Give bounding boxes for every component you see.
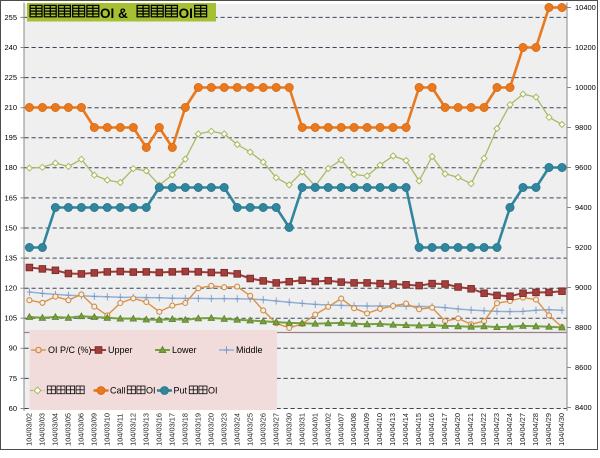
svg-text:104/03/04: 104/03/04 — [51, 413, 60, 446]
svg-text:104/04/16: 104/04/16 — [427, 413, 436, 446]
svg-text:104/04/17: 104/04/17 — [440, 413, 449, 446]
svg-text:104/04/21: 104/04/21 — [466, 413, 475, 446]
svg-text:OI: OI — [179, 6, 193, 21]
svg-text:90: 90 — [9, 344, 17, 353]
svg-text:10400: 10400 — [575, 3, 596, 12]
svg-text:104/04/07: 104/04/07 — [336, 413, 345, 446]
svg-text:104/03/11: 104/03/11 — [115, 414, 124, 446]
svg-text:104/04/02: 104/04/02 — [323, 413, 332, 446]
svg-text:9400: 9400 — [575, 203, 592, 212]
svg-text:104/03/13: 104/03/13 — [141, 413, 150, 446]
svg-text:104/04/09: 104/04/09 — [362, 413, 371, 446]
svg-text:104/03/23: 104/03/23 — [219, 413, 228, 446]
svg-text:240: 240 — [4, 43, 17, 52]
svg-text:104/03/05: 104/03/05 — [64, 413, 73, 446]
svg-text:OI &: OI & — [100, 6, 128, 21]
svg-text:180: 180 — [4, 163, 17, 172]
svg-text:135: 135 — [4, 254, 17, 263]
svg-text:104/03/20: 104/03/20 — [206, 413, 215, 446]
svg-text:Lower: Lower — [172, 345, 197, 355]
svg-text:104/03/31: 104/03/31 — [297, 413, 306, 446]
svg-text:105: 105 — [4, 314, 17, 323]
svg-text:Middle: Middle — [236, 345, 263, 355]
svg-text:104/04/28: 104/04/28 — [531, 413, 540, 446]
svg-text:60: 60 — [9, 404, 17, 413]
svg-text:OI P/C (%): OI P/C (%) — [48, 345, 92, 355]
svg-text:104/03/12: 104/03/12 — [128, 413, 137, 446]
svg-text:104/04/22: 104/04/22 — [479, 413, 488, 446]
svg-text:Call: Call — [110, 386, 126, 396]
svg-text:104/03/10: 104/03/10 — [102, 413, 111, 446]
svg-text:120: 120 — [4, 284, 17, 293]
svg-text:104/04/08: 104/04/08 — [349, 413, 358, 446]
svg-text:104/04/29: 104/04/29 — [544, 413, 553, 446]
svg-text:104/03/16: 104/03/16 — [154, 413, 163, 446]
svg-text:104/03/03: 104/03/03 — [38, 413, 47, 446]
svg-text:104/04/20: 104/04/20 — [453, 413, 462, 446]
svg-text:150: 150 — [4, 223, 17, 232]
svg-text:104/03/06: 104/03/06 — [77, 413, 86, 446]
svg-text:10200: 10200 — [575, 43, 596, 52]
svg-text:104/04/13: 104/04/13 — [388, 413, 397, 446]
svg-text:8800: 8800 — [575, 323, 592, 332]
svg-text:OI: OI — [146, 386, 156, 396]
svg-text:104/04/30: 104/04/30 — [557, 413, 566, 446]
svg-text:Upper: Upper — [108, 345, 133, 355]
svg-text:104/03/25: 104/03/25 — [245, 413, 254, 446]
svg-text:104/03/24: 104/03/24 — [232, 413, 241, 446]
svg-text:104/03/09: 104/03/09 — [89, 413, 98, 446]
svg-text:165: 165 — [4, 193, 17, 202]
svg-text:195: 195 — [4, 133, 17, 142]
svg-text:104/03/27: 104/03/27 — [271, 413, 280, 446]
svg-text:Put: Put — [174, 386, 188, 396]
svg-text:104/04/27: 104/04/27 — [518, 413, 527, 446]
svg-text:255: 255 — [4, 13, 17, 22]
svg-text:9600: 9600 — [575, 163, 592, 172]
svg-text:104/04/24: 104/04/24 — [505, 413, 514, 446]
svg-text:104/04/01: 104/04/01 — [310, 413, 319, 446]
svg-text:10000: 10000 — [575, 83, 596, 92]
svg-text:104/03/19: 104/03/19 — [193, 413, 202, 446]
svg-text:104/03/18: 104/03/18 — [180, 413, 189, 446]
svg-text:210: 210 — [4, 103, 17, 112]
svg-text:104/04/15: 104/04/15 — [414, 413, 423, 446]
svg-text:104/04/14: 104/04/14 — [401, 413, 410, 446]
svg-text:OI: OI — [208, 386, 218, 396]
svg-text:9800: 9800 — [575, 123, 592, 132]
svg-text:9000: 9000 — [575, 283, 592, 292]
svg-text:9200: 9200 — [575, 243, 592, 252]
svg-text:8400: 8400 — [575, 403, 592, 412]
svg-text:75: 75 — [9, 374, 17, 383]
svg-text:104/04/23: 104/04/23 — [492, 413, 501, 446]
svg-text:104/03/30: 104/03/30 — [284, 413, 293, 446]
svg-text:8600: 8600 — [575, 363, 592, 372]
svg-text:104/03/02: 104/03/02 — [25, 413, 34, 446]
svg-text:225: 225 — [4, 73, 17, 82]
svg-text:104/03/17: 104/03/17 — [167, 413, 176, 446]
svg-text:104/03/26: 104/03/26 — [258, 413, 267, 446]
svg-text:104/04/10: 104/04/10 — [375, 413, 384, 446]
